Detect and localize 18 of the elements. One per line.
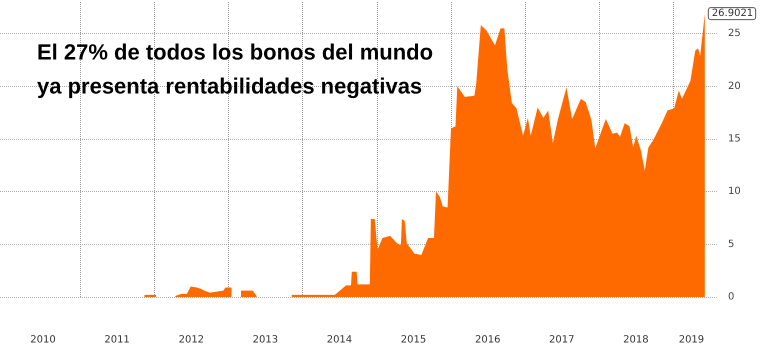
- x-tick-label: 2011: [104, 334, 130, 345]
- y-tick-label: 20: [728, 80, 741, 92]
- x-tick-label: 2010: [30, 334, 56, 345]
- y-tick-label: 25: [728, 28, 741, 40]
- y-tick-label: 0: [728, 292, 734, 302]
- x-tick-label: 2019: [678, 334, 704, 345]
- data-label: 26.9021: [712, 8, 754, 20]
- y-tick-label: 10: [728, 186, 741, 198]
- x-tick-label: 2014: [326, 334, 352, 345]
- y-tick-label: 15: [728, 133, 741, 144]
- x-tick-label: 2016: [475, 334, 500, 345]
- x-tick-label: 2015: [400, 334, 426, 345]
- x-tick-label: 2018: [623, 334, 649, 345]
- x-tick-label: 2017: [549, 334, 575, 345]
- x-tick-label: 2013: [252, 334, 278, 345]
- x-tick-label: 2012: [178, 334, 204, 345]
- y-tick-label: 5: [728, 238, 734, 250]
- text: El 27% de todos los bonos del mundo ya presenta rentabilidades negativas: [37, 40, 434, 98]
